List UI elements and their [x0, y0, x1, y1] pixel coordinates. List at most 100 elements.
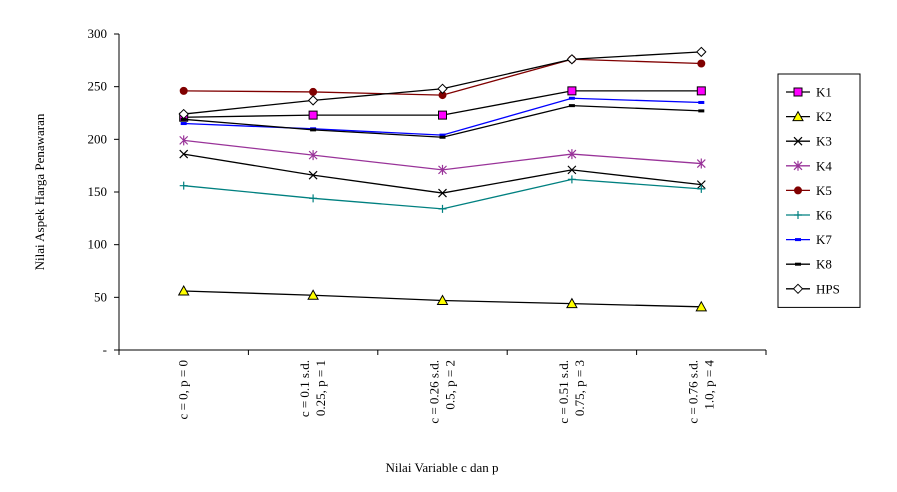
- data-point-k3: [438, 188, 447, 198]
- series-line-k6: [183, 178, 702, 210]
- data-point-k1: [308, 110, 318, 120]
- y-tick-label: -: [103, 342, 107, 357]
- data-point-k7: [439, 133, 446, 137]
- legend-marker: [793, 160, 803, 171]
- data-point-k6: [567, 175, 576, 184]
- legend: K1 K2 K3 K4 K5 K6 K7 K8 HPS: [777, 73, 861, 308]
- legend-item-k3: K3: [786, 134, 832, 149]
- series-group: [177, 46, 708, 312]
- x-tick-label-line: c = 0.51 s.d.: [556, 360, 571, 424]
- data-point-k1: [438, 110, 447, 120]
- y-tick-label: 150: [88, 184, 108, 199]
- data-point-hps: [437, 83, 448, 94]
- data-point-k6: [179, 181, 188, 190]
- x-tick-label-line: 0.25, p = 1: [313, 360, 328, 416]
- x-tick-label-line: c = 0.76 s.d.: [685, 360, 700, 424]
- data-point-k4: [438, 164, 447, 175]
- series-k4: [179, 135, 706, 175]
- data-point-k6: [309, 194, 318, 203]
- legend-marker: [793, 136, 803, 146]
- legend-label: K5: [816, 183, 832, 198]
- data-point-hps: [566, 54, 578, 65]
- series-k2: [177, 284, 708, 312]
- legend-item-k8: K8: [786, 257, 832, 272]
- legend-item-k2: K2: [786, 109, 832, 124]
- y-tick-label: 300: [88, 26, 108, 41]
- x-tick-label-line: 0.75, p = 3: [572, 360, 587, 416]
- legend-label: K6: [816, 208, 832, 223]
- data-point-k1: [696, 86, 706, 96]
- data-point-k8: [439, 135, 446, 139]
- data-point-k2: [177, 284, 190, 296]
- legend-label: K4: [816, 158, 832, 173]
- y-tick-label: 100: [88, 237, 108, 252]
- legend-item-hps: HPS: [786, 281, 840, 296]
- x-tick-label: c = 0.76 s.d. 1.0, p = 4: [685, 360, 716, 424]
- data-point-hps: [696, 46, 707, 58]
- data-point-k5: [697, 59, 706, 68]
- legend-marker: [794, 211, 802, 219]
- y-tick-label: 250: [88, 79, 108, 94]
- legend-item-k7: K7: [786, 232, 832, 247]
- legend-marker: [793, 87, 803, 97]
- series-k3: [179, 149, 706, 198]
- x-tick-label: c = 0, p = 0: [176, 360, 191, 419]
- legend-label: K1: [816, 85, 832, 100]
- x-tick-label: c = 0.26 s.d. 0.5, p = 2: [427, 360, 458, 424]
- series-line-k8: [183, 104, 702, 138]
- legend-marker: [795, 262, 801, 266]
- data-point-k8: [310, 128, 317, 132]
- legend-marker: [795, 238, 801, 242]
- y-axis-label: Nilai Aspek Harga Penawaran: [32, 113, 47, 270]
- x-tick-label: c = 0.1 s.d. 0.25, p = 1: [297, 360, 328, 417]
- y-tick-label: 50: [94, 289, 107, 304]
- series-k6: [179, 175, 706, 213]
- x-tick-label-line: c = 0, p = 0: [176, 360, 191, 419]
- data-point-k7: [698, 100, 705, 104]
- legend-item-k4: K4: [786, 158, 832, 173]
- legend-label: K3: [816, 134, 832, 149]
- series-k8: [180, 104, 705, 139]
- data-point-k4: [308, 150, 318, 161]
- data-point-k8: [180, 117, 187, 121]
- legend-item-k5: K5: [786, 183, 832, 198]
- data-point-k4: [567, 149, 577, 160]
- series-hps: [178, 46, 707, 120]
- legend-label: K8: [816, 257, 832, 272]
- data-point-k8: [568, 104, 575, 108]
- x-tick-label-line: 0.5, p = 2: [443, 360, 458, 410]
- x-tick-label: c = 0.51 s.d. 0.75, p = 3: [556, 360, 587, 424]
- data-point-k3: [696, 180, 706, 190]
- data-point-k2: [695, 300, 708, 312]
- data-point-k5: [309, 87, 318, 96]
- x-axis-label: Nilai Variable c dan p: [385, 460, 498, 475]
- data-point-k6: [697, 184, 706, 193]
- data-point-hps: [307, 95, 319, 106]
- legend-label: K7: [816, 232, 832, 247]
- data-point-k7: [180, 122, 187, 126]
- data-point-k4: [179, 135, 189, 146]
- x-tick-label-line: 1.0, p = 4: [701, 360, 716, 410]
- data-point-k3: [567, 165, 577, 175]
- data-point-k2: [436, 294, 449, 305]
- data-point-k2: [566, 297, 578, 309]
- data-point-k8: [698, 109, 705, 113]
- x-tick-label-line: c = 0.26 s.d.: [427, 360, 442, 424]
- legend-label: K2: [816, 109, 832, 124]
- data-point-k3: [179, 149, 189, 159]
- y-tick-label: 200: [88, 131, 108, 146]
- data-point-hps: [178, 108, 189, 120]
- data-point-k1: [567, 86, 577, 96]
- data-point-k7: [568, 96, 575, 100]
- legend-item-k1: K1: [786, 85, 832, 100]
- legend-label: HPS: [816, 281, 840, 296]
- data-point-k5: [179, 86, 188, 95]
- data-point-k4: [696, 158, 706, 169]
- legend-marker: [792, 283, 804, 295]
- legend-marker: [792, 110, 804, 122]
- y-axis-ticks: - 50 100 150 200 250 300: [88, 26, 119, 357]
- x-tick-label-line: c = 0.1 s.d.: [297, 360, 312, 417]
- data-point-k6: [438, 204, 447, 213]
